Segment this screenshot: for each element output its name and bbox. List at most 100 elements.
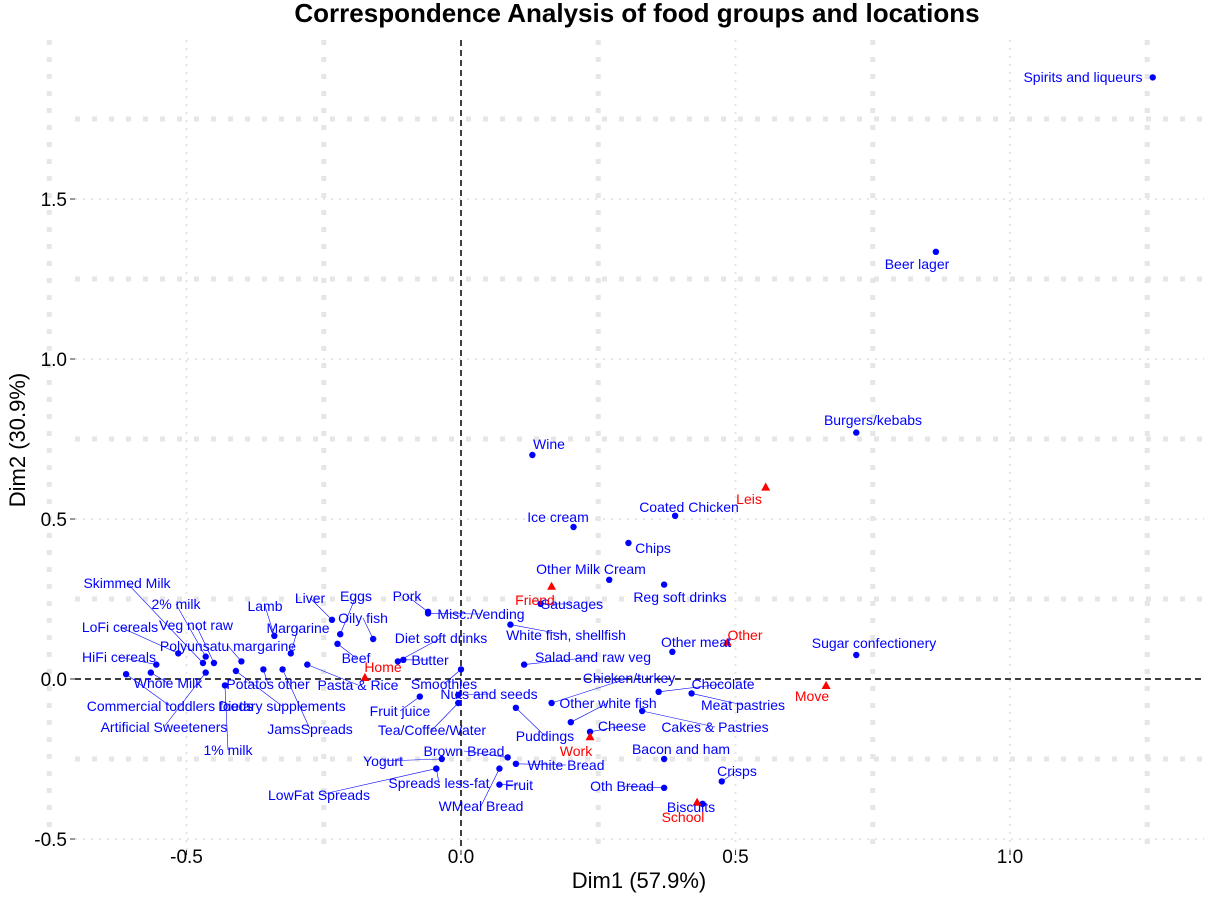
row-point-label: Biscuits (667, 799, 715, 815)
row-point-label: Artificial Sweeteners (101, 719, 228, 735)
row-point-marker (455, 699, 462, 707)
leader-line (224, 685, 229, 751)
row-point-marker (328, 616, 336, 623)
row-point-label: Ice cream (527, 509, 588, 525)
row-point-label: 2% milk (151, 596, 201, 612)
leader-line (126, 582, 204, 664)
row-point-marker (1149, 74, 1156, 81)
row-point-marker (504, 754, 511, 761)
row-point-label: Coated Chicken (639, 499, 739, 515)
row-point-label: Cheese (598, 718, 646, 734)
row-point-marker (232, 667, 240, 675)
row-point-marker (932, 248, 940, 255)
row-point-label: Liver (295, 590, 326, 606)
leader-line (118, 656, 157, 665)
chart-title: Correspondence Analysis of food groups a… (294, 0, 979, 28)
leader-line (443, 669, 462, 685)
row-point-marker (202, 669, 209, 676)
leader-lines (118, 582, 744, 807)
row-point-label: Oth Bread (590, 778, 654, 794)
row-point-label: Cakes & Pastries (661, 719, 768, 735)
row-point-label: Eggs (340, 588, 372, 604)
row-point-marker (853, 429, 860, 436)
row-point-label: Reg soft drinks (633, 589, 726, 605)
row-point-marker (586, 728, 594, 735)
column-point-label: School (662, 809, 705, 825)
row-point-label: Burgers/kebabs (824, 412, 922, 428)
x-axis-title: Dim1 (57.9%) (572, 868, 706, 893)
row-point-label: Fruit juice (370, 703, 431, 719)
row-point-marker (287, 650, 295, 657)
leader-line (318, 768, 437, 796)
row-point-marker (671, 512, 679, 519)
row-point-marker (334, 640, 341, 647)
row-point-label: Diet soft drinks (395, 630, 488, 646)
row-point-marker (271, 632, 278, 639)
row-point-label: Misc./Vending (437, 606, 524, 622)
leader-line (175, 603, 206, 657)
leader-line (195, 624, 215, 664)
row-point-marker (669, 648, 676, 655)
row-point-label: White fish, shellfish (506, 627, 626, 643)
row-point-label: Potatos other (226, 676, 310, 692)
tick-labels: -0.5 0.0 0.5 1.0 -0.5 0.0 0.5 1.0 1.5 (34, 190, 1023, 868)
row-point-label: Other Milk Cream (536, 561, 646, 577)
row-point-label: LoFi cereals (82, 619, 158, 635)
row-point-marker (606, 576, 613, 583)
row-point-marker (424, 608, 432, 615)
row-point-marker (529, 451, 536, 459)
row-point-marker (655, 688, 662, 695)
row-point-marker (202, 653, 209, 660)
row-point-label: Beer lager (885, 256, 950, 272)
row-point-label: Bacon and ham (632, 741, 730, 757)
row-point-marker (512, 760, 520, 767)
leader-line (458, 693, 490, 696)
x-tick-label: -0.5 (170, 847, 203, 868)
row-point-label: Nuts and seeds (440, 686, 537, 702)
row-point-marker (625, 539, 632, 547)
leader-line (431, 702, 459, 731)
leader-line (589, 725, 623, 733)
row-point-label: Chocolate (691, 676, 754, 692)
row-point-label: Other meat (661, 634, 731, 650)
row-point-marker (416, 693, 424, 700)
row-point-label: White Bread (527, 757, 604, 773)
column-point-marker (722, 637, 732, 646)
column-point-label: Friend (515, 592, 555, 608)
column-point-marker (585, 732, 595, 741)
y-tick-label: 0.5 (41, 510, 67, 531)
row-point-marker (369, 635, 377, 643)
row-point-label: Polyunsatu margarine (160, 638, 296, 654)
column-point-label: Work (560, 743, 593, 759)
row-point-marker (660, 755, 668, 763)
leader-line (119, 626, 179, 654)
leader-line (227, 645, 242, 662)
row-point-marker (567, 719, 574, 726)
row-point-marker (718, 778, 725, 785)
row-point-label: Spirits and liqueurs (1023, 69, 1142, 85)
leader-line (264, 605, 275, 636)
row-point-marker (153, 661, 160, 668)
row-point-marker (238, 658, 245, 665)
row-point-label: Brown Bread (424, 743, 505, 759)
column-point-marker (692, 797, 702, 806)
leader-line (510, 624, 567, 636)
row-point-marker (457, 666, 465, 673)
leader-line (406, 595, 429, 613)
row-point-marker (438, 755, 445, 763)
row-point-label: Crisps (717, 763, 757, 779)
row-point-label: Commercial toddlers foods (87, 698, 254, 714)
row-point-marker (221, 682, 229, 689)
leader-line (382, 758, 442, 762)
row-point-marker (455, 691, 462, 699)
row-point-label: Smoothies (411, 676, 477, 692)
y-tick-label: 1.0 (41, 350, 67, 371)
row-point-label: Butter (411, 652, 449, 668)
row-point-label: Oily fish (338, 610, 388, 626)
row-point-marker (394, 658, 402, 665)
row-point-marker (520, 661, 528, 668)
row-point-label: Dietary supplements (218, 698, 346, 714)
row-point-marker (210, 659, 218, 667)
column-point-label: Home (364, 659, 402, 675)
